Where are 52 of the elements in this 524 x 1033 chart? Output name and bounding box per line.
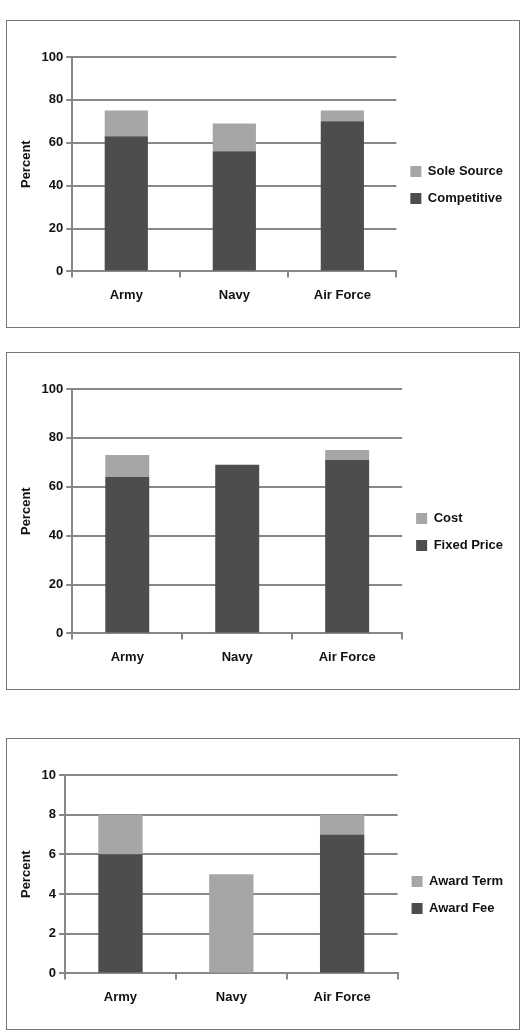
legend-label: Cost xyxy=(433,510,464,526)
y-tick-label: 80 xyxy=(48,429,64,445)
bar xyxy=(319,814,365,835)
x-tick-label: Air Force xyxy=(318,648,376,664)
bar xyxy=(212,151,256,271)
y-tick-label: 60 xyxy=(48,134,64,150)
bar xyxy=(212,123,256,152)
y-tick-label: 8 xyxy=(48,806,57,822)
bar xyxy=(325,459,370,633)
bar xyxy=(98,814,143,855)
x-tick-label: Navy xyxy=(215,988,248,1004)
y-tick-label: 0 xyxy=(56,262,64,278)
y-tick-label: 100 xyxy=(41,380,64,396)
y-tick-label: 20 xyxy=(48,220,64,236)
x-tick-label: Army xyxy=(103,988,138,1004)
legend-label: Award Fee xyxy=(429,900,495,916)
bar xyxy=(320,110,364,122)
bar xyxy=(215,464,260,633)
x-tick-label: Navy xyxy=(221,648,254,664)
x-tick-label: Army xyxy=(109,286,144,302)
y-tick-label: 2 xyxy=(48,925,57,941)
y-tick-label: 40 xyxy=(48,177,64,193)
bar xyxy=(105,476,150,633)
legend-label: Fixed Price xyxy=(433,537,504,553)
y-tick-label: 10 xyxy=(41,766,57,782)
y-axis-title: Percent xyxy=(18,486,34,536)
legend-label: Sole Source xyxy=(427,163,503,179)
bar xyxy=(320,121,364,271)
x-tick-label: Army xyxy=(110,648,145,664)
y-tick-label: 100 xyxy=(41,48,64,64)
y-tick-label: 20 xyxy=(48,576,64,592)
y-axis-title: Percent xyxy=(18,849,34,899)
legend-label: Competitive xyxy=(427,190,503,206)
bar xyxy=(209,874,254,973)
bar xyxy=(104,110,148,137)
y-tick-label: 4 xyxy=(48,885,57,901)
y-axis-title: Percent xyxy=(18,139,34,189)
bar xyxy=(104,136,148,271)
bar xyxy=(325,450,370,460)
y-tick-label: 40 xyxy=(48,527,64,543)
legend-label: Award Term xyxy=(429,873,504,889)
y-tick-label: 60 xyxy=(48,478,64,494)
y-tick-label: 6 xyxy=(48,845,57,861)
bar xyxy=(98,854,143,973)
x-tick-label: Air Force xyxy=(313,286,371,302)
bar xyxy=(319,834,365,973)
x-tick-label: Air Force xyxy=(313,988,371,1004)
y-tick-label: 0 xyxy=(56,624,64,640)
y-tick-label: 0 xyxy=(48,964,57,980)
y-tick-label: 80 xyxy=(48,91,64,107)
bar xyxy=(105,454,150,477)
x-tick-label: Navy xyxy=(218,286,251,302)
